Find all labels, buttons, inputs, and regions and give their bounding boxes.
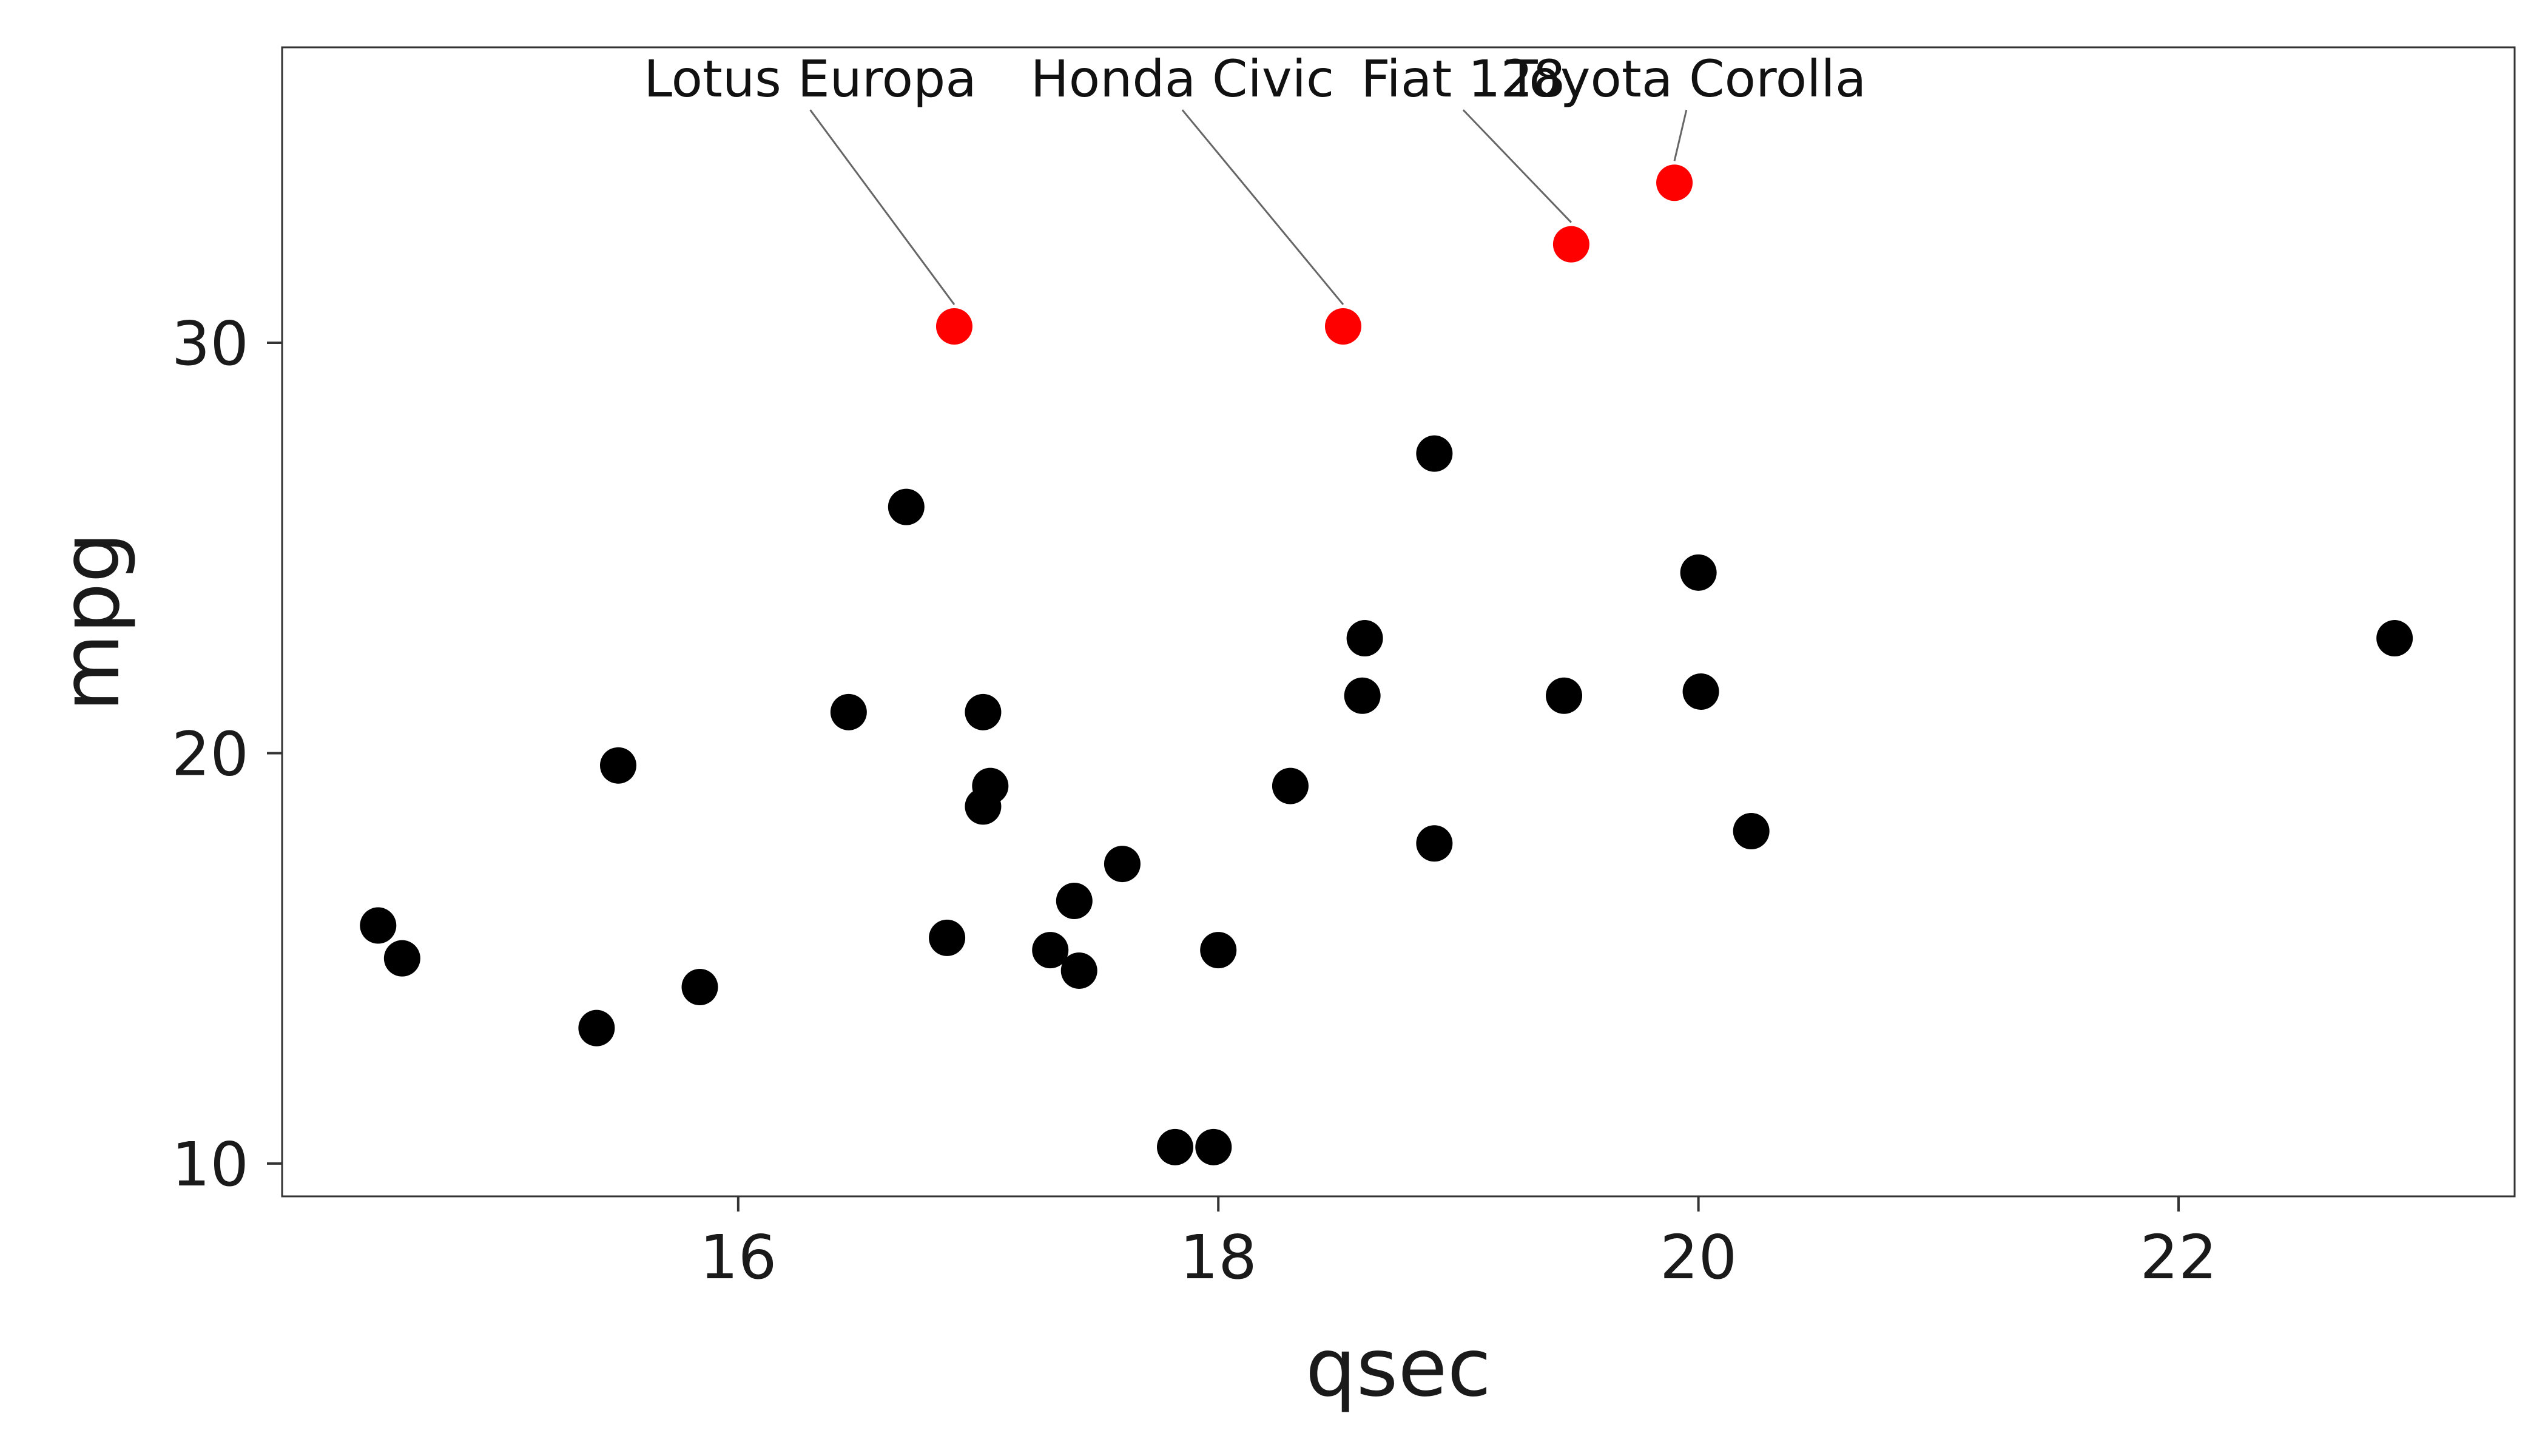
x-tick-label: 20 <box>1660 1222 1737 1293</box>
data-point <box>1200 932 1237 969</box>
x-tick-label: 18 <box>1180 1222 1257 1293</box>
leader-line <box>1673 109 1688 161</box>
data-point <box>1157 1128 1193 1165</box>
data-point <box>1344 677 1381 714</box>
leader-line <box>809 109 956 305</box>
data-point <box>1104 846 1141 883</box>
data-point <box>972 767 1009 804</box>
plot-frame <box>281 46 2516 1198</box>
data-point <box>1682 673 1719 710</box>
point-layer <box>360 164 2413 1165</box>
data-point <box>360 907 397 944</box>
data-point <box>965 693 1002 730</box>
data-point <box>1060 952 1097 989</box>
data-point <box>1733 812 1770 849</box>
data-point <box>1195 1128 1232 1165</box>
highlighted-point <box>1552 226 1589 263</box>
data-point <box>681 969 718 1006</box>
data-point <box>1680 554 1717 591</box>
data-point <box>1346 620 1383 657</box>
point-label: Honda Civic <box>1031 49 1335 109</box>
data-point <box>1416 825 1453 862</box>
data-point <box>599 747 636 784</box>
data-point <box>383 940 420 977</box>
leader-line <box>1462 109 1572 223</box>
y-tick-label: 30 <box>172 308 249 379</box>
point-label: Fiat 128 <box>1361 49 1565 109</box>
y-axis-title: mpg <box>44 532 138 712</box>
label-layer: Fiat 128 Honda Civic Toyota Corolla Lotus E… <box>644 49 1866 109</box>
point-label: Lotus Europa <box>644 49 977 109</box>
data-point <box>1272 767 1309 804</box>
leader-layer <box>809 109 1688 305</box>
axis-layer: 16 18 20 22 10 20 30 <box>172 46 2516 1293</box>
x-axis-title: qsec <box>1306 1321 1491 1415</box>
data-point <box>578 1009 615 1046</box>
highlighted-point <box>1324 308 1361 345</box>
data-point <box>1056 882 1093 919</box>
data-point <box>2376 620 2413 657</box>
y-tick-label: 20 <box>172 718 249 789</box>
data-point <box>929 919 966 956</box>
highlighted-point <box>1656 164 1693 201</box>
data-point <box>1546 677 1583 714</box>
leader-line <box>1181 109 1344 305</box>
y-tick-label: 10 <box>172 1129 249 1200</box>
data-point <box>830 693 867 730</box>
point-label: Toyota Corolla <box>1506 49 1866 109</box>
data-point <box>888 488 925 525</box>
x-tick-label: 16 <box>699 1222 777 1293</box>
highlighted-point <box>935 308 972 345</box>
data-point <box>1416 435 1453 472</box>
x-tick-label: 22 <box>2140 1222 2217 1293</box>
data-point <box>1032 932 1069 969</box>
